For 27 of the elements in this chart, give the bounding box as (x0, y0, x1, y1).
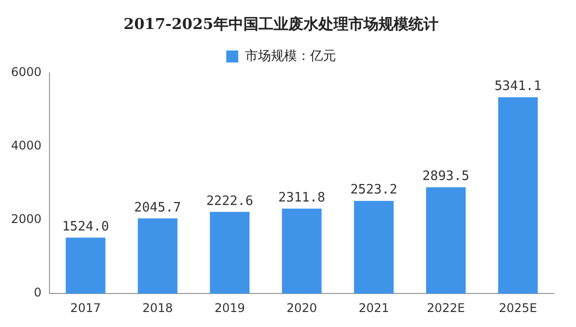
x-tick-label: 2025E (498, 300, 538, 315)
data-label: 2222.6 (206, 194, 254, 209)
legend-label: 市场规模：亿元 (244, 48, 336, 64)
y-tick-label: 6000 (10, 65, 42, 80)
bar (426, 187, 466, 294)
data-label: 2045.7 (134, 200, 182, 216)
chart-title: 2017-2025年中国工业废水处理市场规模统计 (124, 14, 438, 33)
x-tick-label: 2017 (70, 300, 101, 315)
bar (210, 212, 250, 294)
data-label: 1524.0 (62, 219, 110, 234)
x-tick-label: 2018 (142, 300, 173, 315)
data-label: 2893.5 (422, 169, 470, 184)
y-tick-label: 2000 (10, 212, 42, 226)
x-tick-label: 2021 (358, 300, 390, 315)
x-tick-label: 2022E (426, 300, 465, 315)
bar (282, 208, 322, 294)
bar (66, 238, 106, 294)
y-tick-label: 0 (34, 286, 42, 300)
data-label: 2523.2 (350, 182, 398, 198)
bar (354, 200, 394, 294)
y-tick-label: 4000 (10, 138, 42, 153)
data-label: 5341.1 (494, 79, 542, 94)
data-label: 2311.8 (278, 190, 326, 206)
bar (138, 218, 178, 294)
x-tick-label: 2019 (214, 300, 245, 315)
x-tick-label: 2020 (286, 300, 318, 315)
bar (498, 97, 538, 294)
